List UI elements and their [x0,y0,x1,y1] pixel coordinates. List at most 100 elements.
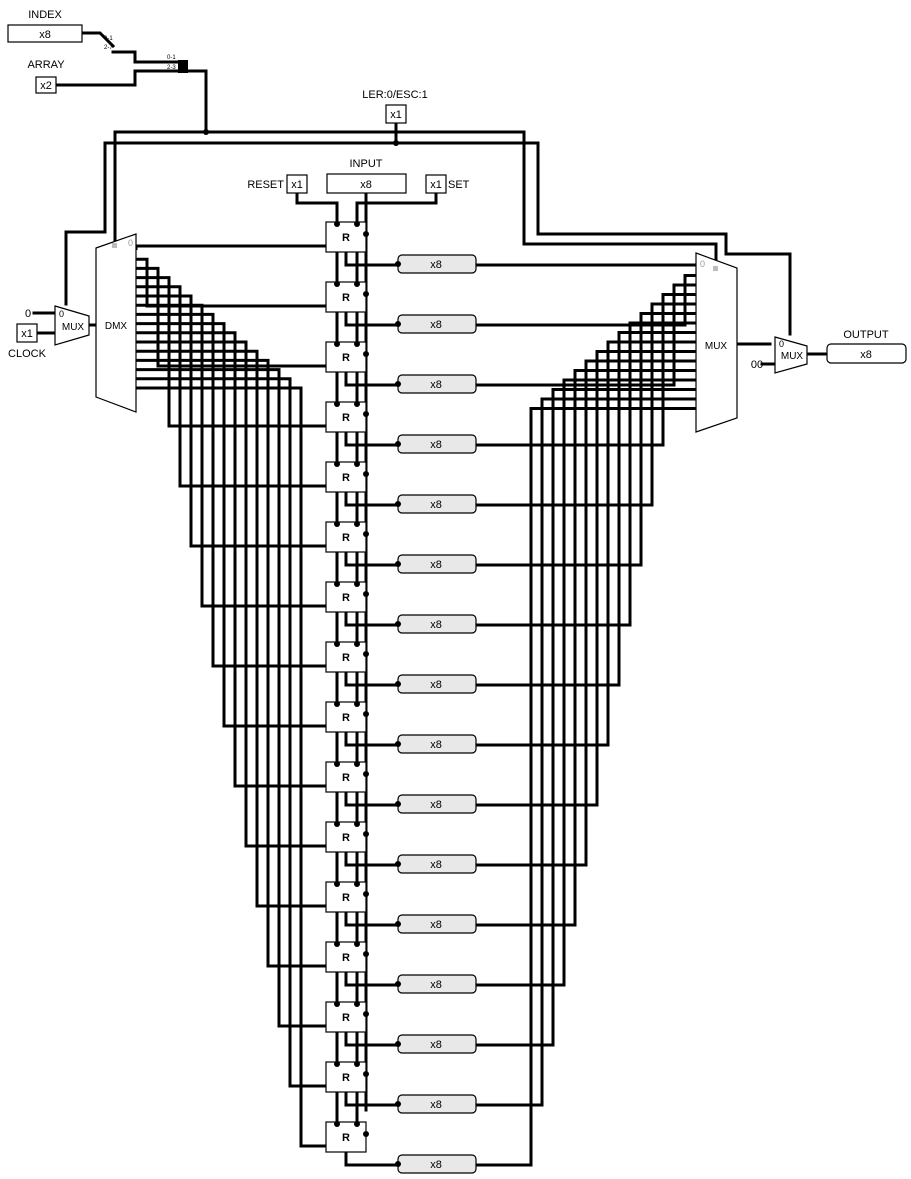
junction-dot [334,281,340,287]
value-stub-label: x8 [430,619,442,631]
value-stub-label: x8 [430,739,442,751]
index-splitter: 0-1 2-7 [104,36,113,51]
demux-label: DMX [105,321,128,332]
reg-out-line [344,488,398,507]
input-pin[interactable]: INPUT x8 [326,158,407,194]
register-box [325,1001,367,1033]
register-box [325,521,367,553]
register-label: R [342,652,350,664]
value-stub-label: x8 [430,1039,442,1051]
register-label: R [342,952,350,964]
register-box [325,221,367,253]
index-pin[interactable]: INDEX x8 [7,9,83,43]
mux-line [476,378,696,987]
mux-line [476,388,696,1047]
clock-value: x1 [21,328,33,340]
set-pin[interactable]: x1 SET [425,174,470,194]
set-value: x1 [430,179,442,191]
reg-out-line [344,308,398,327]
junction-dot [363,591,369,597]
dmx-line [136,266,330,368]
reset-label: RESET [247,179,284,191]
mode-value: x1 [390,109,402,121]
junction-dot [395,501,401,507]
mux-line [476,369,696,927]
junction-dot [395,1101,401,1107]
junction-dot [334,881,340,887]
value-stub-label: x8 [430,319,442,331]
splitter-top-range: 0-1 [167,55,176,61]
junction-dot [363,891,369,897]
junction-dot [363,1131,369,1137]
value-stub-label: x8 [430,919,442,931]
mode-label: LER:0/ESC:1 [362,89,427,101]
register-box [325,281,367,313]
junction-dot [354,881,360,887]
junction-dot [363,771,369,777]
mux-pin-0: 0 [700,259,705,269]
value-stub-label: x8 [430,1159,442,1171]
clock-constant: 0 [25,308,31,320]
junction-dot [354,1061,360,1067]
mux-line [476,274,696,327]
junction-dot [354,941,360,947]
junction-dot [334,1001,340,1007]
register-label: R [342,352,350,364]
dmx-line [136,322,330,728]
junction-dot [395,381,401,387]
value-stub-label: x8 [430,979,442,991]
junction-dot [354,461,360,467]
reg-out-line [344,368,398,387]
junction-layer [203,129,401,1167]
output-mux: 0 MUX [774,336,808,374]
clock-mux: 0 MUX [54,305,90,346]
clock-pin[interactable]: x1 CLOCK [8,323,47,360]
value-stub-label: x8 [430,679,442,691]
junction-dot [363,471,369,477]
dmx-line [136,377,330,1088]
junction-dot [363,231,369,237]
output-label: OUTPUT [843,329,889,341]
value-stub-label: x8 [430,259,442,271]
dmx-line [136,312,330,668]
array-splitter: 0-1 2-3 [167,55,188,73]
register-layer: Rx8 Rx8 Rx8 Rx8 Rx8 Rx8 Rx8 Rx8 Rx8 Rx8 Rx8 Rx8 Rx8 R… [325,221,477,1174]
junction-dot [354,221,360,227]
mux-line [476,397,696,1107]
register-label: R [342,832,350,844]
splitter-bottom-range: 2-3 [167,65,176,71]
array-pin[interactable]: ARRAY x2 [27,59,65,94]
value-stub-label: x8 [430,859,442,871]
dmx-line [136,294,330,548]
junction-dot [334,701,340,707]
dmx-line [136,386,330,1148]
routing-layer [134,244,698,1167]
junction-dot [334,401,340,407]
junction-dot [393,140,399,146]
reset-pin[interactable]: RESET x1 [247,174,308,194]
register-box [325,941,367,973]
junction-dot [395,801,401,807]
reg-out-line [344,848,398,867]
output-constant: 00 [751,359,763,371]
dmx-line [136,358,330,968]
junction-dot [363,291,369,297]
reset-value: x1 [291,179,303,191]
output-pin[interactable]: OUTPUT x8 [826,329,907,364]
register-box [325,461,367,493]
reg-out-line [344,1088,398,1107]
reg-out-line [344,248,398,267]
mux-line [476,350,696,807]
junction-dot [334,221,340,227]
mode-pin[interactable]: LER:0/ESC:1 x1 [362,89,428,124]
junction-dot [354,641,360,647]
junction-dot [395,921,401,927]
junction-dot [395,681,401,687]
index-label: INDEX [28,9,62,21]
value-stub-label: x8 [430,439,442,451]
reg-out-line [344,668,398,687]
out-const-value: 00 [751,359,763,371]
reg-out-line [344,428,398,447]
register-label: R [342,712,350,724]
junction-dot [334,941,340,947]
